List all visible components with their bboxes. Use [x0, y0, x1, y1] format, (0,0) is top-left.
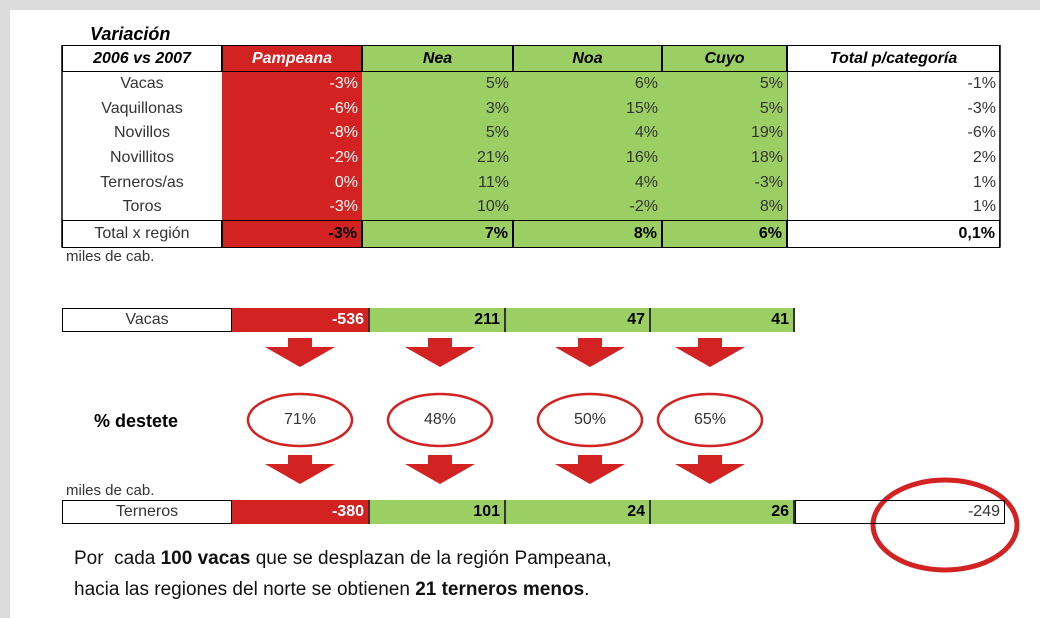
column-header: Nea — [362, 45, 513, 72]
arrow — [675, 464, 745, 484]
row-label: Vaquillonas — [101, 99, 183, 117]
note-line: hacia las regiones del norte se obtienen… — [74, 579, 589, 601]
value-cell: 3% — [362, 96, 513, 122]
terneros-cell: 24 — [506, 500, 651, 524]
row-label: Vacas — [62, 308, 232, 332]
terneros-cell: 101 — [370, 500, 506, 524]
circle — [386, 392, 494, 448]
circle — [246, 392, 354, 448]
arrow — [265, 464, 335, 484]
vacas-cell: 211 — [370, 308, 506, 332]
value-cell: 5% — [362, 121, 513, 146]
terneros-cell: -380 — [232, 500, 370, 524]
value-cell: 18% — [662, 145, 787, 171]
value-cell: -2% — [513, 195, 662, 220]
value-cell: 15% — [513, 96, 662, 122]
row-label: Terneros/as — [100, 173, 184, 191]
total-cell: 6% — [662, 219, 787, 248]
arrow — [555, 347, 625, 367]
note-bold: 21 terneros menos — [415, 579, 585, 600]
note-text: que se desplazan de la región Pampeana, — [250, 548, 612, 569]
vacas-cell: -536 — [232, 308, 370, 332]
terneros-total: -249 — [795, 500, 1005, 524]
highlight-circle — [870, 477, 1020, 573]
value-cell: -6% — [222, 96, 362, 122]
value-cell: -3% — [662, 170, 787, 195]
total-cell: -3% — [222, 219, 362, 248]
destete-value: 50% — [573, 411, 607, 428]
row-label: Novillos — [113, 124, 170, 142]
value-cell: 5% — [662, 96, 787, 122]
destete-value: 48% — [423, 411, 457, 428]
value-cell: 11% — [362, 170, 513, 195]
arrow — [675, 347, 745, 367]
note-text: hacia las regiones del norte se obtienen — [74, 579, 416, 600]
row-label: Vacas — [120, 75, 164, 93]
value-cell: -3% — [222, 72, 362, 97]
value-cell: -1% — [967, 75, 996, 93]
value-cell: 6% — [513, 72, 662, 97]
total-cell: 0,1% — [787, 219, 1000, 248]
row-label: Toros — [122, 198, 162, 216]
arrow-stem — [698, 338, 722, 348]
value-cell: -6% — [967, 124, 996, 142]
value-cell: 5% — [362, 72, 513, 97]
destete-value: 65% — [693, 411, 727, 428]
note-text: Por cada — [74, 548, 161, 569]
value-cell: -3% — [222, 195, 362, 220]
value-cell: -3% — [967, 99, 996, 117]
terneros-cell: 26 — [651, 500, 795, 524]
arrow-stem — [428, 338, 452, 348]
value-cell: 5% — [662, 72, 787, 97]
total-label: Total x región — [62, 219, 222, 248]
unit-label: miles de cab. — [66, 481, 155, 499]
column-header: 2006 vs 2007 — [62, 45, 222, 72]
vacas-cell: 47 — [506, 308, 651, 332]
note-text: . — [584, 579, 590, 600]
total-cell: 7% — [362, 219, 513, 248]
value-cell: 1% — [972, 173, 996, 191]
value-cell: 1% — [972, 198, 996, 216]
value-cell: -2% — [222, 145, 362, 171]
column-header: Cuyo — [662, 45, 787, 72]
destete-label: % destete — [94, 410, 179, 431]
arrow-stem — [288, 455, 312, 465]
arrow-stem — [288, 338, 312, 348]
arrow-stem — [578, 455, 602, 465]
value-cell: 2% — [972, 149, 996, 167]
arrow — [265, 347, 335, 367]
unit-label: miles de cab. — [66, 248, 155, 266]
row-label: Terneros — [62, 500, 232, 524]
value-cell: 4% — [513, 170, 662, 195]
vacas-cell: 41 — [651, 308, 795, 332]
column-header: Total p/categoría — [787, 45, 1000, 72]
note-bold: 100 vacas — [160, 548, 251, 569]
value-cell: 0% — [222, 170, 362, 195]
arrow — [405, 347, 475, 367]
title: Variación — [90, 24, 171, 44]
overlay — [61, 45, 1020, 573]
value-cell: 21% — [362, 145, 513, 171]
note-line: Por cada 100 vacas que se desplazan de l… — [74, 548, 612, 570]
value-cell: 19% — [662, 121, 787, 146]
arrow — [555, 464, 625, 484]
total-cell: 8% — [513, 219, 662, 248]
arrow-stem — [578, 338, 602, 348]
value-cell: 8% — [662, 195, 787, 220]
destete-value: 71% — [283, 411, 317, 428]
column-header: Noa — [513, 45, 662, 72]
value-cell: 4% — [513, 121, 662, 146]
circle — [536, 392, 644, 448]
arrow-stem — [698, 455, 722, 465]
value-cell: -8% — [222, 121, 362, 146]
column-header: Pampeana — [222, 45, 362, 72]
value-cell: 16% — [513, 145, 662, 171]
arrow-stem — [428, 455, 452, 465]
arrow — [405, 464, 475, 484]
circle — [656, 392, 764, 448]
row-label: Novillitos — [109, 149, 174, 167]
value-cell: 10% — [362, 195, 513, 220]
